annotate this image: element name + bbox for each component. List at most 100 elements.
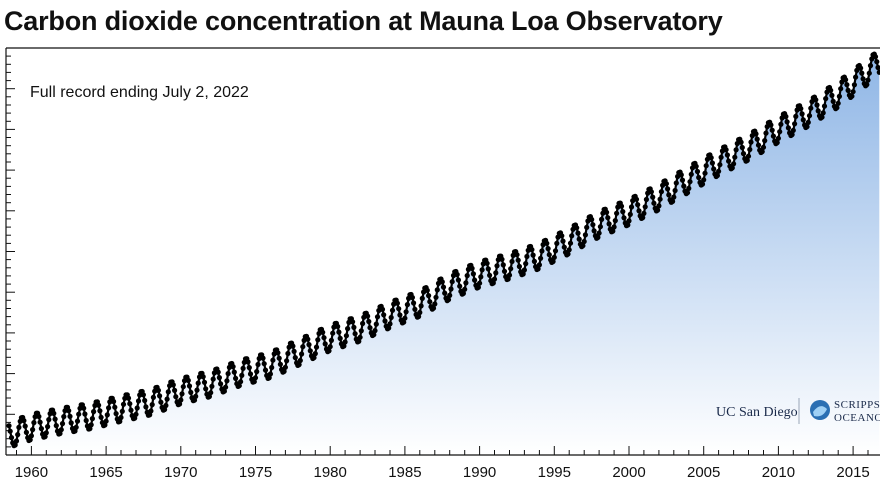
scripps-logo-line2: OCEANO [834, 412, 880, 424]
data-point [701, 177, 707, 183]
data-point [500, 262, 506, 268]
data-point [872, 54, 879, 60]
data-point [117, 418, 123, 424]
data-point [866, 70, 872, 76]
data-point [460, 290, 466, 296]
data-point [828, 87, 834, 93]
data-point [711, 166, 717, 172]
data-point [462, 286, 468, 292]
data-point [397, 312, 403, 318]
data-point [648, 189, 655, 195]
data-point [13, 438, 20, 444]
data-point [360, 320, 366, 327]
data-point [590, 222, 596, 228]
data-point [366, 318, 372, 325]
data-point [703, 163, 709, 169]
data-point [490, 280, 496, 286]
data-point [745, 153, 752, 159]
data-point [52, 416, 58, 422]
data-point [679, 177, 686, 183]
data-point [849, 93, 855, 99]
data-point [322, 341, 328, 347]
data-point [246, 365, 252, 371]
data-point [763, 130, 769, 136]
data-point [784, 119, 790, 125]
data-point [335, 323, 341, 330]
data-point [97, 408, 103, 414]
data-point [835, 100, 841, 106]
data-point [433, 294, 439, 300]
data-point [290, 343, 296, 349]
x-tick-label: 1960 [15, 464, 48, 481]
data-point [236, 383, 242, 389]
data-point [51, 410, 57, 416]
data-point [672, 187, 678, 194]
data-point [792, 121, 798, 127]
data-point [343, 333, 349, 339]
data-point [208, 390, 214, 396]
data-point [104, 412, 110, 418]
data-point [103, 418, 109, 424]
data-point [135, 398, 142, 404]
data-point [618, 203, 625, 209]
data-point [396, 306, 402, 312]
data-point [567, 240, 574, 246]
data-point [89, 416, 95, 422]
data-point [118, 414, 124, 421]
data-point [412, 306, 418, 312]
data-point [484, 260, 490, 266]
data-point [401, 319, 407, 325]
data-point [43, 430, 49, 436]
x-tick-label: 1970 [164, 464, 197, 481]
data-point [506, 272, 513, 278]
data-point [665, 186, 671, 192]
data-point [605, 215, 611, 221]
data-point [267, 371, 273, 377]
data-point [687, 179, 693, 185]
data-point [251, 379, 257, 385]
data-point [140, 392, 146, 398]
data-point [365, 313, 371, 319]
data-point [552, 248, 559, 254]
x-tick-label: 2015 [836, 464, 869, 481]
data-point [432, 301, 438, 307]
data-point [315, 337, 321, 343]
data-point [299, 351, 305, 357]
data-point [402, 315, 408, 321]
data-point [805, 119, 811, 125]
data-point [434, 287, 440, 293]
data-point [544, 240, 550, 246]
data-point [853, 74, 859, 80]
data-point [7, 428, 13, 434]
data-point [239, 372, 245, 378]
data-point [836, 93, 843, 99]
data-point [327, 344, 333, 350]
data-point [172, 387, 178, 393]
data-point [8, 435, 15, 441]
data-point [252, 375, 259, 381]
x-tick-label: 2005 [687, 464, 720, 481]
data-point [403, 309, 409, 315]
data-point [150, 394, 156, 400]
data-point [658, 189, 665, 195]
data-point [508, 266, 514, 272]
data-point [337, 335, 343, 341]
data-point [524, 253, 530, 260]
data-point [755, 142, 762, 148]
data-point [686, 185, 692, 191]
data-point [225, 371, 231, 377]
data-point [373, 321, 379, 327]
data-point [157, 393, 163, 399]
data-point [627, 211, 633, 217]
data-point [125, 395, 132, 401]
data-point [163, 402, 169, 409]
data-point [12, 442, 18, 448]
data-point [352, 331, 358, 337]
data-point [829, 92, 835, 98]
data-point [367, 325, 373, 331]
data-point [106, 405, 112, 411]
data-point [285, 350, 291, 357]
data-point [628, 204, 635, 210]
series-co2 [6, 51, 880, 449]
data-point [574, 225, 580, 231]
